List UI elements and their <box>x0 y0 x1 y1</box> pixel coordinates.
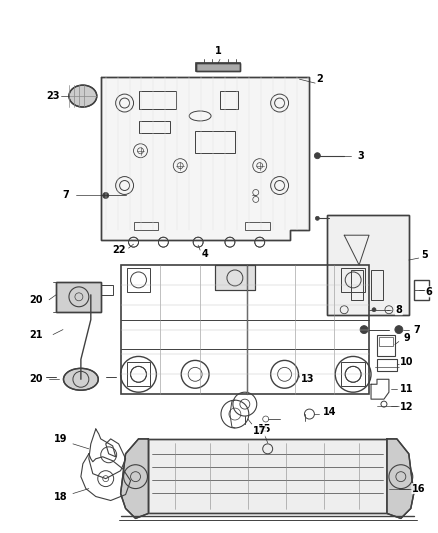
Text: 8: 8 <box>396 305 402 314</box>
Bar <box>220 91 238 109</box>
Bar <box>138 91 176 109</box>
Bar <box>196 63 240 71</box>
Bar <box>195 131 235 153</box>
Text: 7: 7 <box>413 325 420 335</box>
Text: 1: 1 <box>215 46 221 56</box>
Text: 16: 16 <box>412 483 425 494</box>
Text: 7: 7 <box>63 190 69 200</box>
Polygon shape <box>387 439 414 519</box>
Polygon shape <box>120 439 148 519</box>
Bar <box>327 215 409 314</box>
Bar <box>341 362 365 386</box>
Bar <box>148 439 387 513</box>
Text: 19: 19 <box>54 434 68 444</box>
Polygon shape <box>101 77 309 240</box>
Bar <box>215 265 255 290</box>
Bar <box>127 268 150 292</box>
Bar <box>127 362 150 386</box>
Text: 11: 11 <box>400 384 413 394</box>
Text: 23: 23 <box>46 91 60 101</box>
Circle shape <box>314 153 320 159</box>
Bar <box>341 268 365 292</box>
Text: 10: 10 <box>400 358 413 367</box>
Text: 2: 2 <box>316 74 323 84</box>
Bar <box>377 359 397 372</box>
Text: 13: 13 <box>300 374 314 384</box>
Text: 20: 20 <box>29 295 43 305</box>
Text: 17: 17 <box>253 426 266 436</box>
Text: 6: 6 <box>425 287 432 297</box>
Text: 21: 21 <box>29 329 43 340</box>
Ellipse shape <box>69 85 97 107</box>
Text: 9: 9 <box>403 333 410 343</box>
Bar <box>56 282 101 312</box>
Bar <box>351 270 363 300</box>
Bar <box>379 336 393 346</box>
Text: 12: 12 <box>400 402 413 412</box>
Bar <box>120 265 369 394</box>
Circle shape <box>395 326 403 334</box>
Bar <box>245 222 270 230</box>
Bar <box>196 63 240 71</box>
Bar <box>414 280 429 300</box>
Text: 5: 5 <box>421 250 428 260</box>
Circle shape <box>103 192 109 198</box>
Text: 20: 20 <box>29 374 43 384</box>
Bar <box>138 121 170 133</box>
Text: 18: 18 <box>54 491 68 502</box>
Text: 15: 15 <box>258 424 272 434</box>
Circle shape <box>372 308 376 312</box>
Bar <box>101 285 113 295</box>
Bar <box>377 335 395 357</box>
Text: 3: 3 <box>358 151 364 161</box>
Bar <box>148 439 387 513</box>
Text: 22: 22 <box>112 245 125 255</box>
Text: 4: 4 <box>202 249 208 259</box>
Bar <box>56 282 101 312</box>
Bar <box>134 222 159 230</box>
Bar <box>371 270 383 300</box>
Bar <box>196 63 240 71</box>
Bar <box>215 265 255 290</box>
Circle shape <box>360 326 368 334</box>
Text: 14: 14 <box>322 407 336 417</box>
Bar <box>327 215 409 314</box>
Ellipse shape <box>64 368 98 390</box>
Circle shape <box>315 216 319 220</box>
